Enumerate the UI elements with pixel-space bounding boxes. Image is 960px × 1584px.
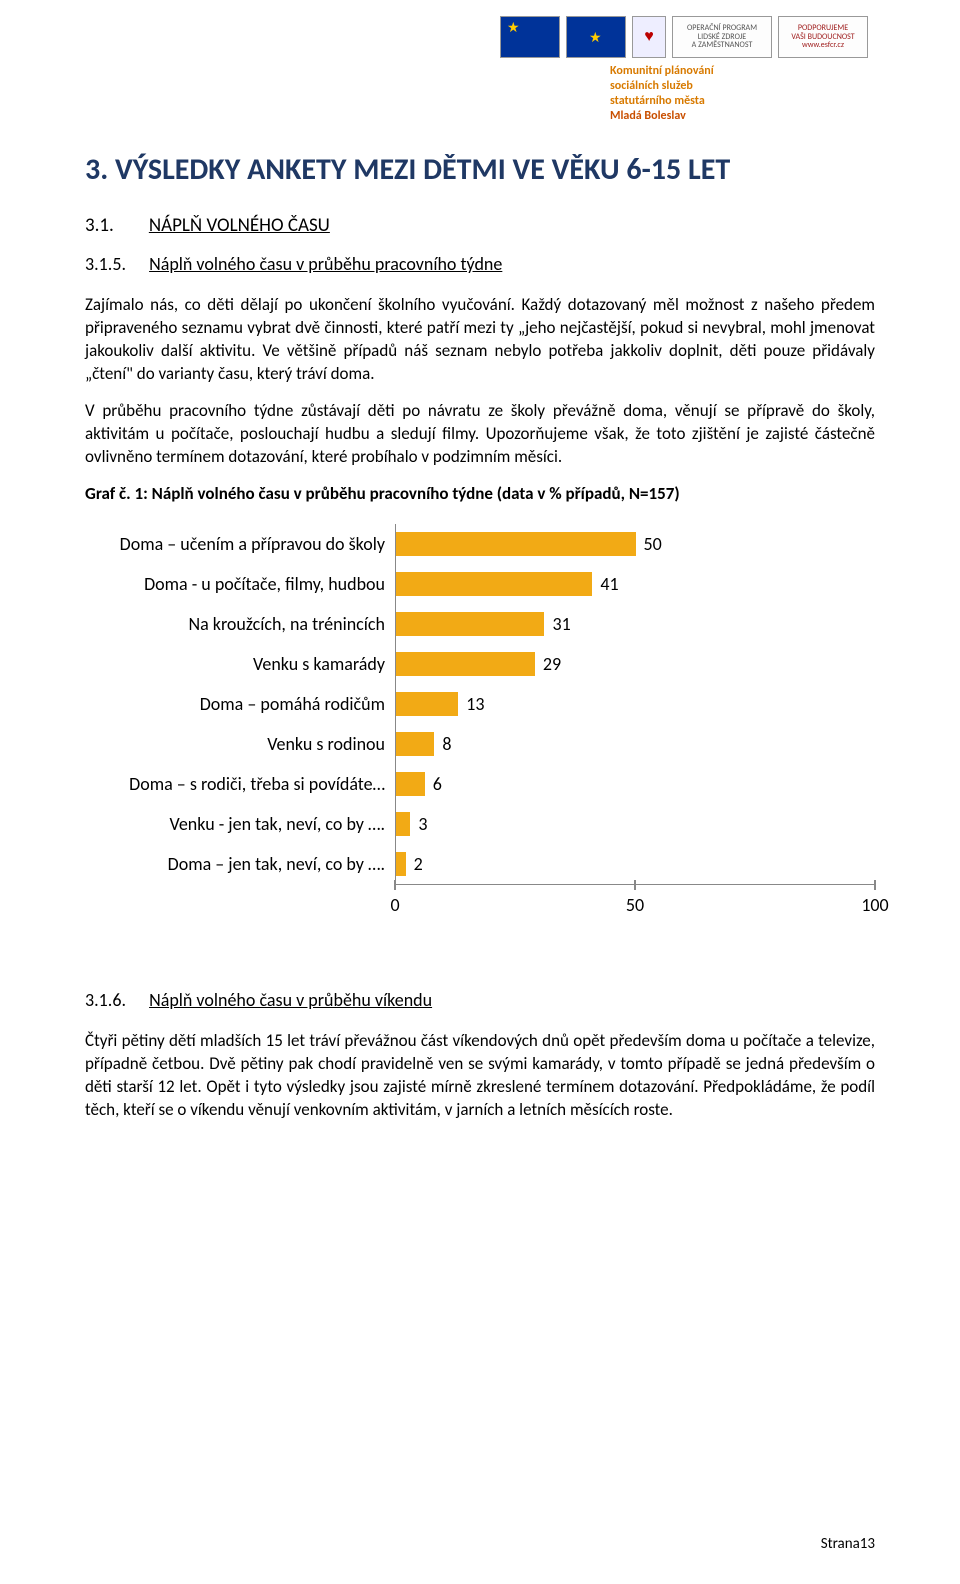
- chart-row: Venku s kamarády29: [85, 644, 875, 684]
- chart-category-label: Doma – učením a přípravou do školy: [85, 532, 395, 556]
- chart-bar-value: 29: [535, 652, 561, 676]
- chart-bar-value: 2: [406, 852, 423, 876]
- subsection-title: Náplň volného času v průběhu pracovního …: [149, 253, 502, 275]
- subsection-title: Náplň volného času v průběhu víkendu: [149, 989, 432, 1011]
- chart-row: Doma – učením a přípravou do školy50: [85, 524, 875, 564]
- chart-plot-area: 31: [395, 604, 875, 644]
- bar-chart: Doma – učením a přípravou do školy50Doma…: [85, 524, 875, 918]
- chart-bar-value: 31: [544, 612, 570, 636]
- subsection-number: 3.1.6.: [85, 988, 145, 1012]
- tagline-line: Komunitní plánování: [610, 64, 920, 79]
- axis-tick-label: 100: [861, 893, 888, 917]
- op-lzz-logo: OPERAČNÍ PROGRAM LIDSKÉ ZDROJE A ZAMĚSTN…: [672, 16, 772, 58]
- subsection-number: 3.1.5.: [85, 252, 145, 276]
- section-3-1-heading: 3.1. NÁPLŇ VOLNÉHO ČASU: [85, 213, 875, 239]
- chart-category-label: Venku - jen tak, neví, co by ….: [85, 812, 395, 836]
- page-footer: Strana13: [821, 1534, 875, 1554]
- chart-row: Na kroužcích, na trénincích31: [85, 604, 875, 644]
- chart-row: Doma - u počítače, filmy, hudbou41: [85, 564, 875, 604]
- chart-x-axis: 050100: [395, 884, 875, 918]
- tagline-city: Mladá Boleslav: [610, 109, 920, 124]
- chart-bar: 50: [396, 532, 636, 556]
- tagline-line: sociálních služeb: [610, 79, 920, 94]
- section-3-1-5-heading: 3.1.5. Náplň volného času v průběhu prac…: [85, 252, 875, 276]
- body-paragraph: Čtyři pětiny dětí mladších 15 let tráví …: [85, 1030, 875, 1122]
- section-number: 3.1.: [85, 213, 145, 239]
- chart-plot-area: 29: [395, 644, 875, 684]
- eu-flag-icon: [566, 16, 626, 58]
- chart-row: Doma – pomáhá rodičům13: [85, 684, 875, 724]
- chart-category-label: Na kroužcích, na trénincích: [85, 612, 395, 636]
- chart-bar-value: 6: [425, 772, 442, 796]
- header-tagline: Komunitní plánování sociálních služeb st…: [500, 64, 920, 124]
- axis-tick: [874, 880, 876, 890]
- header-logo-block: ♥ OPERAČNÍ PROGRAM LIDSKÉ ZDROJE A ZAMĚS…: [500, 16, 920, 116]
- section-title: NÁPLŇ VOLNÉHO ČASU: [149, 214, 330, 237]
- chart-plot-area: 2: [395, 844, 875, 884]
- chart-plot-area: 6: [395, 764, 875, 804]
- page-title: 3. VÝSLEDKY ANKETY MEZI DĚTMI VE VĚKU 6-…: [85, 150, 875, 191]
- chart-row: Doma – s rodiči, třeba si povídáte…6: [85, 764, 875, 804]
- chart-bar: 13: [396, 692, 458, 716]
- chart-plot-area: 3: [395, 804, 875, 844]
- axis-tick-label: 50: [626, 893, 644, 917]
- chart-bar-value: 50: [636, 532, 662, 556]
- logo-row: ♥ OPERAČNÍ PROGRAM LIDSKÉ ZDROJE A ZAMĚS…: [500, 16, 920, 58]
- chart-row: Venku s rodinou8: [85, 724, 875, 764]
- chart-bar: 8: [396, 732, 434, 756]
- chart-bar: 41: [396, 572, 592, 596]
- axis-tick-label: 0: [390, 893, 399, 917]
- esf-logo-icon: [500, 16, 560, 58]
- chart-category-label: Doma - u počítače, filmy, hudbou: [85, 572, 395, 596]
- chart-caption: Graf č. 1: Náplň volného času v průběhu …: [85, 483, 875, 506]
- chart-bar: 2: [396, 852, 406, 876]
- section-3-1-6-heading: 3.1.6. Náplň volného času v průběhu víke…: [85, 988, 875, 1012]
- chart-bar-value: 41: [592, 572, 618, 596]
- chart-plot-area: 13: [395, 684, 875, 724]
- chart-category-label: Doma – pomáhá rodičům: [85, 692, 395, 716]
- chart-category-label: Doma – s rodiči, třeba si povídáte…: [85, 772, 395, 796]
- axis-tick: [634, 880, 636, 890]
- chart-bar-value: 3: [410, 812, 427, 836]
- body-paragraph: Zajímalo nás, co děti dělají po ukončení…: [85, 294, 875, 386]
- chart-plot-area: 50: [395, 524, 875, 564]
- chart-plot-area: 41: [395, 564, 875, 604]
- chart-bar: 3: [396, 812, 410, 836]
- chart-bar: 29: [396, 652, 535, 676]
- chart-row: Venku - jen tak, neví, co by ….3: [85, 804, 875, 844]
- chart-category-label: Venku s kamarády: [85, 652, 395, 676]
- tagline-line: statutárního města: [610, 94, 920, 109]
- chart-bar: 6: [396, 772, 425, 796]
- body-paragraph: V průběhu pracovního týdne zůstávají dět…: [85, 400, 875, 469]
- podporujeme-logo: PODPORUJEME VAŠI BUDOUCNOST www.esfcr.cz: [778, 16, 868, 58]
- chart-bar: 31: [396, 612, 544, 636]
- chart-row: Doma – jen tak, neví, co by ….2: [85, 844, 875, 884]
- chart-plot-area: 8: [395, 724, 875, 764]
- chart-bar-value: 13: [458, 692, 484, 716]
- chart-bar-value: 8: [434, 732, 451, 756]
- mpsv-logo-icon: ♥: [632, 16, 666, 58]
- chart-category-label: Venku s rodinou: [85, 732, 395, 756]
- axis-tick: [394, 880, 396, 890]
- chart-category-label: Doma – jen tak, neví, co by ….: [85, 852, 395, 876]
